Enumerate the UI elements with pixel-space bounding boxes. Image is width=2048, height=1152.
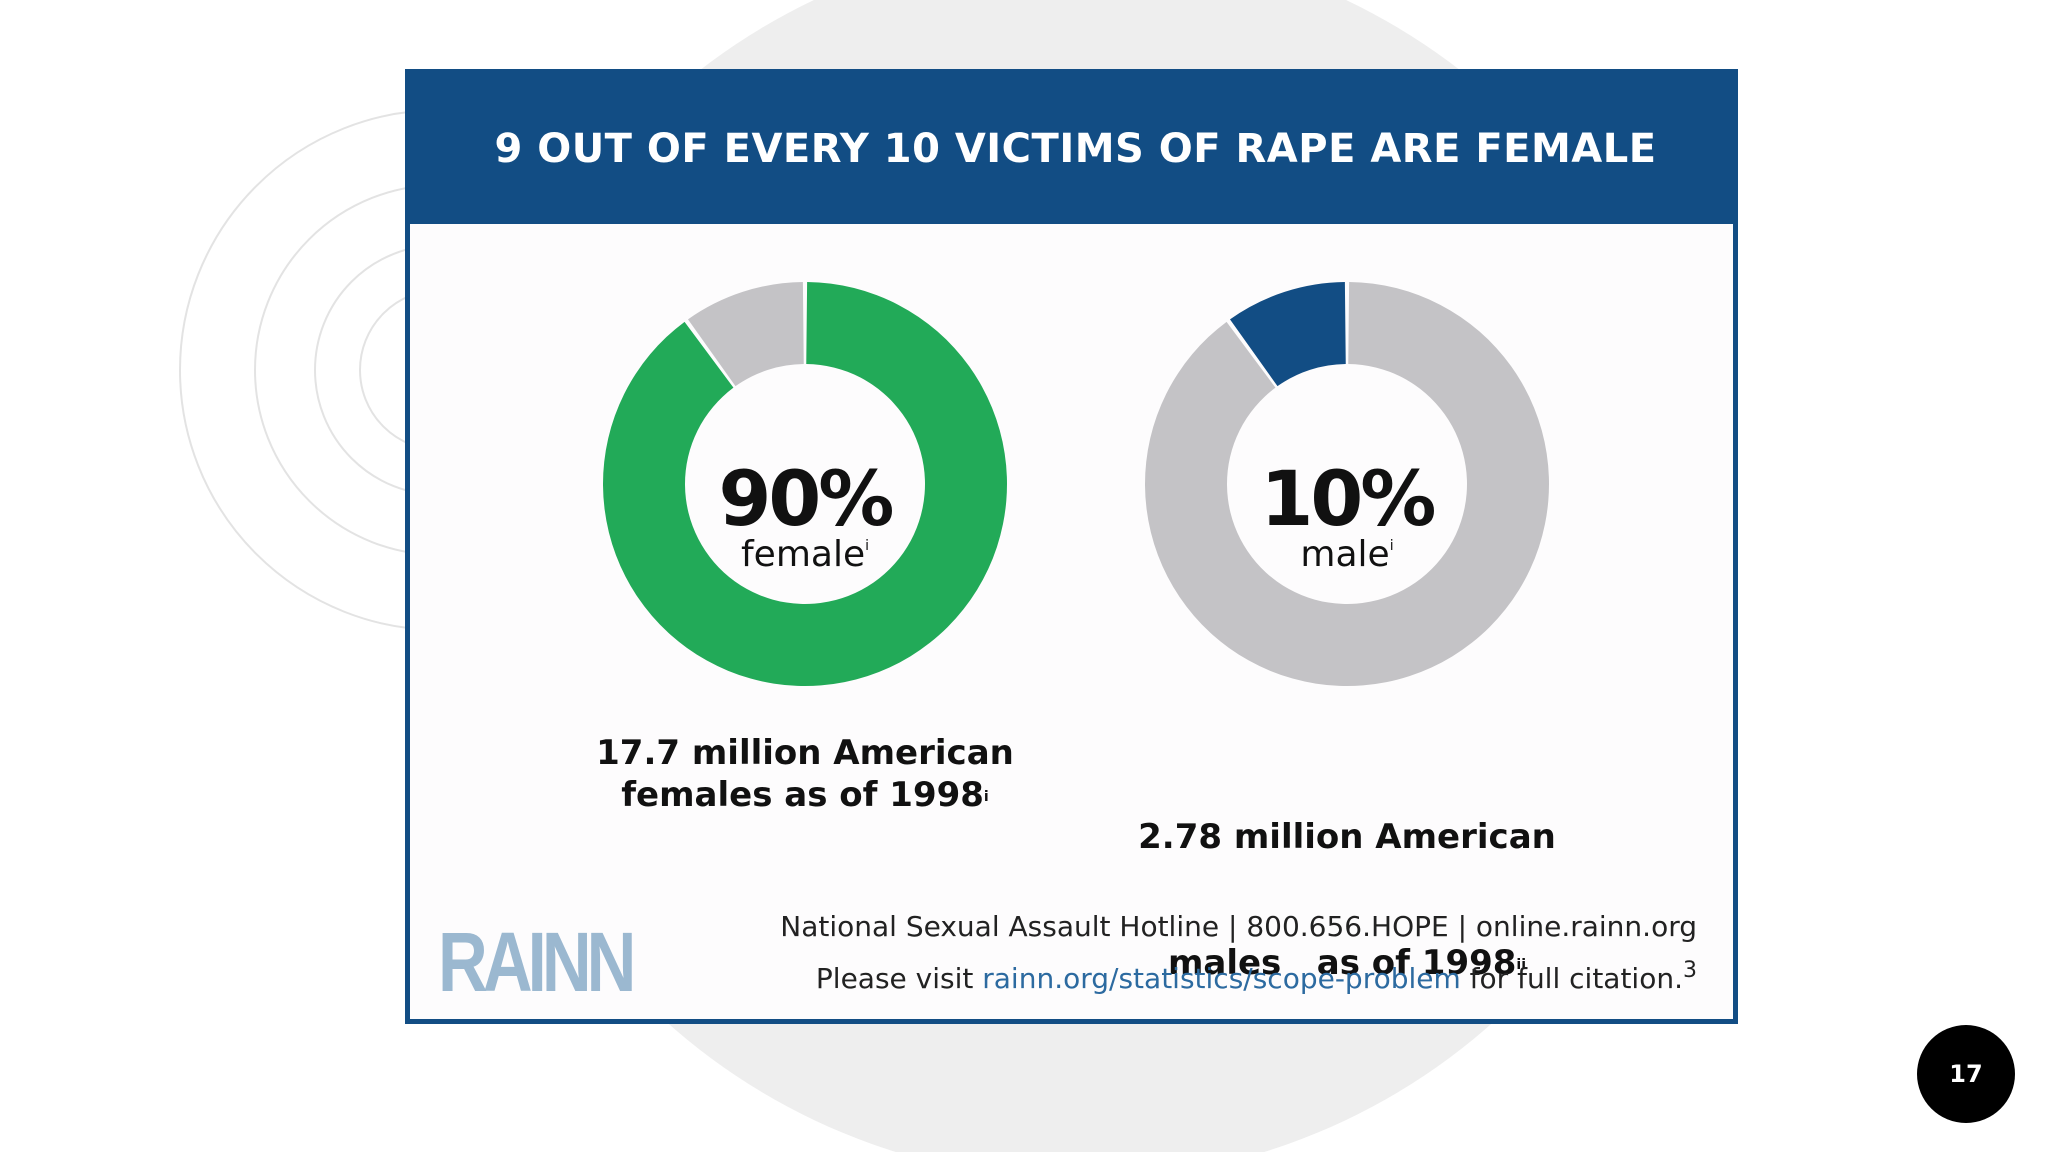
male-caption-line1: 2.78 million American: [1138, 817, 1556, 857]
citation-text: Please visit rainn.org/statistics/scope-…: [815, 958, 1697, 995]
donut-male-slice-male: [1229, 282, 1346, 387]
donut-charts: [603, 282, 1550, 686]
card-title: 9 OUT OF EVERY 10 VICTIMS OF RAPE ARE FE…: [494, 126, 1657, 172]
female-caption: 17.7 million American females as of 1998…: [575, 732, 1035, 816]
female-label: femalei: [655, 534, 955, 575]
male-caption-line2: males as of 1998: [1167, 943, 1517, 983]
infographic-card: 9 OUT OF EVERY 10 VICTIMS OF RAPE ARE FE…: [405, 69, 1738, 1024]
citation-prefix: Please visit: [815, 962, 983, 995]
rainn-logo: RAINN: [438, 915, 636, 1009]
female-percentage: 90%: [718, 454, 895, 543]
citation-footnote: 3: [1683, 958, 1697, 983]
donut-female-slice-male: [687, 282, 804, 387]
male-caption-footnote: ii: [1516, 957, 1527, 973]
male-label: malei: [1197, 534, 1497, 575]
female-label-footnote: i: [865, 538, 869, 554]
page-number-badge: 17: [1917, 1025, 2015, 1123]
donut-male-slice-female: [1145, 282, 1550, 686]
card-header: 9 OUT OF EVERY 10 VICTIMS OF RAPE ARE FE…: [410, 74, 1733, 224]
hotline-text: National Sexual Assault Hotline | 800.65…: [780, 910, 1697, 943]
citation-suffix: for full citation.: [1460, 962, 1683, 995]
donut-female-slice-female: [603, 282, 1007, 686]
male-caption-line2-wrap: males as of 1998ii: [1117, 942, 1577, 984]
citation-link[interactable]: rainn.org/statistics/scope-problem: [982, 962, 1461, 995]
female-caption-line2-wrap: females as of 1998i: [575, 774, 1035, 816]
female-caption-line1: 17.7 million American: [596, 733, 1014, 773]
male-label-footnote: i: [1389, 538, 1394, 554]
male-label-text: male: [1300, 534, 1390, 575]
female-caption-line2: females as of 1998: [621, 775, 984, 815]
female-label-text: female: [741, 534, 866, 575]
male-percentage: 10%: [1260, 454, 1437, 543]
female-caption-footnote: i: [983, 789, 989, 805]
male-caption: 2.78 million American males as of 1998ii: [1117, 732, 1577, 1068]
